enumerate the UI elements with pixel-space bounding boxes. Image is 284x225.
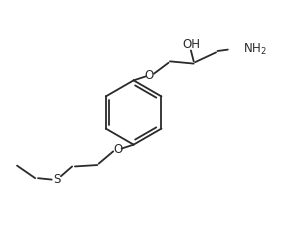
Text: NH$_2$: NH$_2$ bbox=[243, 42, 266, 57]
Text: O: O bbox=[144, 69, 154, 82]
Text: OH: OH bbox=[182, 38, 200, 51]
Text: S: S bbox=[53, 173, 60, 186]
Text: O: O bbox=[114, 143, 123, 156]
